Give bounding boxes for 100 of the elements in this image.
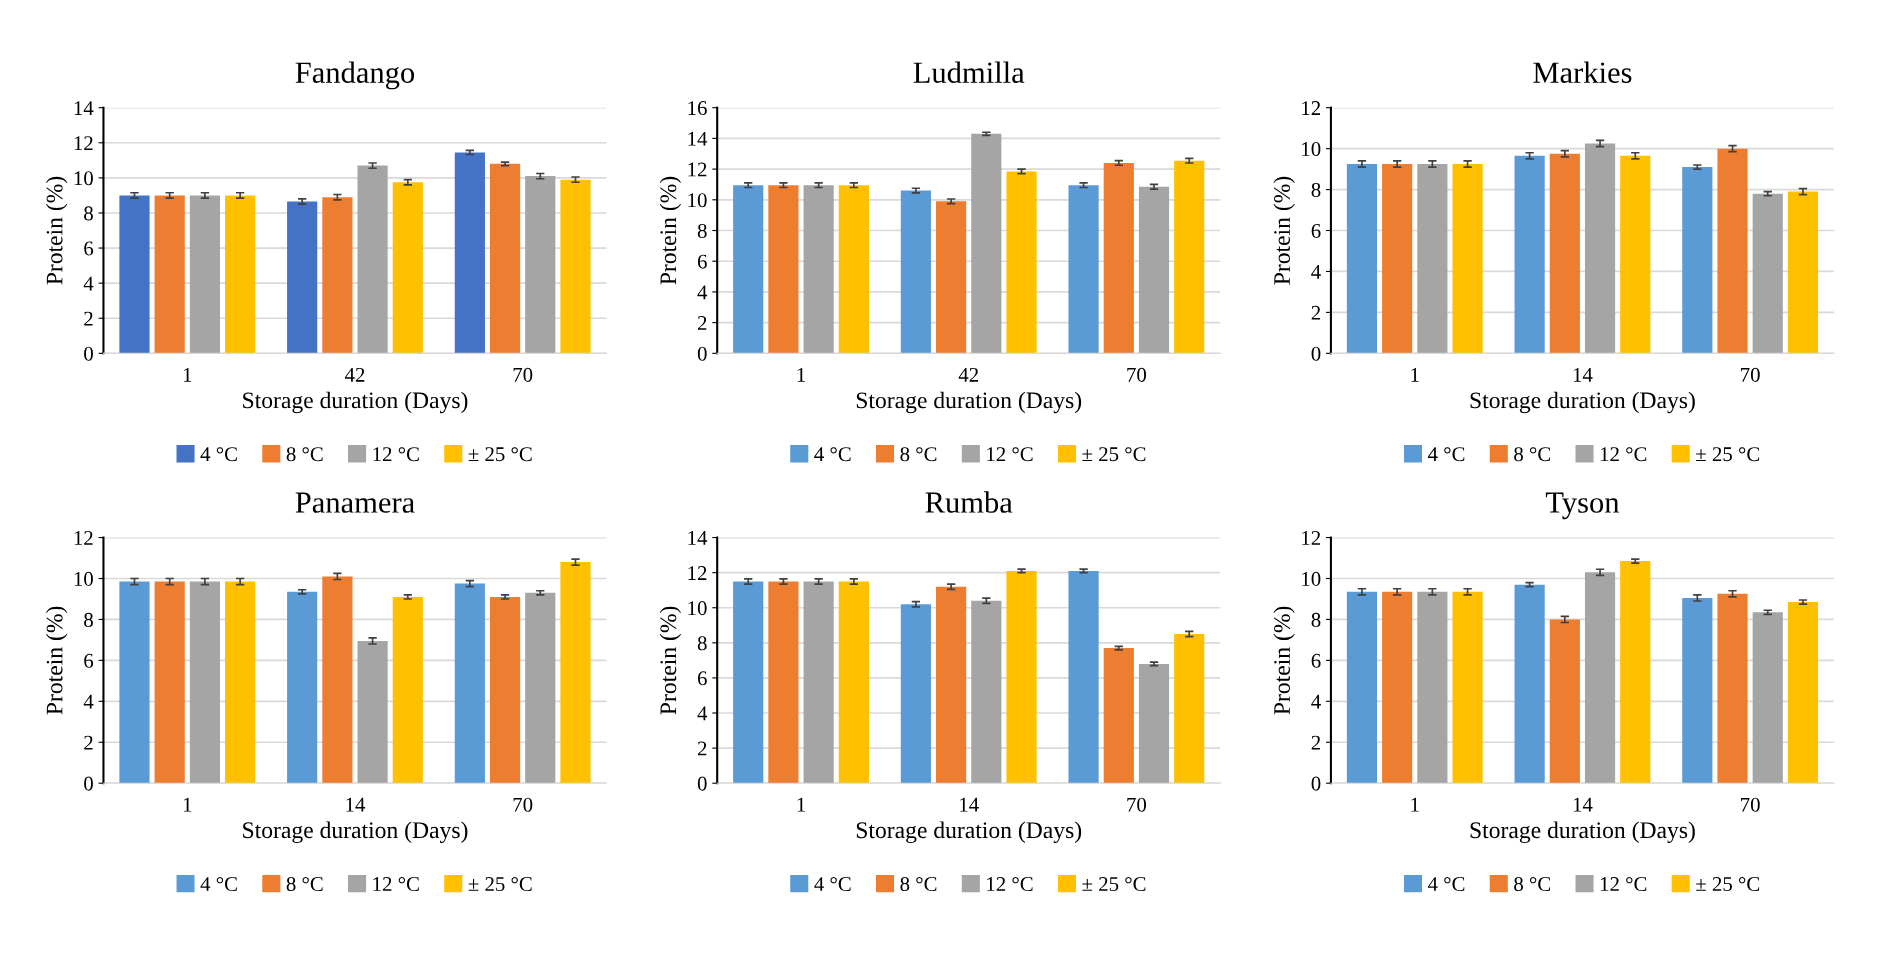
bar [768,581,799,784]
bar [1752,612,1783,784]
legend-label: 12 °C [373,877,419,892]
bar [119,581,150,784]
x-axis-title: Storage duration (Days) [856,391,1082,414]
legend-label: 8 °C [900,447,937,462]
legend-label: 12 °C [1600,447,1647,462]
bar [1452,163,1483,354]
x-tick-label: 1 [1411,367,1419,382]
bar [803,185,834,354]
x-tick-label: 14 [960,797,979,812]
y-tick-label: 10 [1302,571,1321,586]
y-axis-title: Protein (%) [1273,176,1295,285]
legend-label: 8 °C [900,877,937,892]
bar [768,185,799,354]
chart-title: Markies [1533,61,1632,83]
bar [525,176,556,354]
x-tick-label: 70 [1127,367,1147,382]
legend-label: 4 °C [814,877,851,892]
legend-label: 12 °C [987,447,1033,462]
bar [1620,561,1651,784]
x-axis-title: Storage duration (Days) [1470,391,1695,414]
y-tick-label: 10 [688,193,707,208]
y-tick-label: 6 [84,653,94,668]
y-tick-label: 0 [84,346,93,361]
y-tick-label: 2 [84,311,93,326]
y-tick-label: 6 [84,241,94,256]
bar [1717,148,1748,354]
legend-label: 8 °C [286,877,323,892]
legend-label: 4 °C [814,447,851,462]
y-tick-label: 12 [688,162,707,177]
bar [489,163,521,354]
y-axis-title: Protein (%) [659,606,682,715]
y-tick-label: 14 [74,101,94,115]
y-tick-label: 8 [84,206,93,221]
y-tick-label: 4 [1311,264,1321,279]
bar [838,581,869,784]
legend-label: 4 °C [1427,877,1465,892]
legend-label: 4 °C [200,877,237,892]
legend-label: ± 25 °C [1082,447,1146,462]
x-tick-label: 1 [1411,797,1419,812]
legend-label: ± 25 °C [1696,877,1760,892]
bar [1417,591,1448,784]
y-tick-label: 2 [697,741,707,756]
bar [1417,163,1448,354]
y-tick-label: 14 [688,531,708,545]
bar [733,185,764,354]
bar [560,179,591,354]
legend-label: ± 25 °C [1082,877,1146,892]
x-tick-label: 70 [513,367,533,382]
y-tick-label: 6 [1311,653,1321,668]
bar [900,604,931,784]
legend-label: 12 °C [373,447,419,462]
y-tick-label: 8 [697,223,707,238]
y-tick-label: 12 [74,136,93,151]
bar [225,195,256,354]
bar [1549,153,1580,354]
x-tick-label: 14 [1573,797,1593,812]
bar [119,195,150,354]
legend-label: 12 °C [1600,877,1647,892]
x-axis-title: Storage duration (Days) [243,821,468,844]
x-tick-label: 70 [513,797,533,812]
x-axis-title: Storage duration (Days) [243,391,468,414]
bar [936,586,967,784]
bar [1787,602,1819,784]
bar [803,581,834,784]
bar [287,591,318,784]
y-tick-label: 0 [697,346,707,361]
y-tick-label: 12 [74,530,93,545]
y-tick-label: 8 [84,612,93,627]
bar [1103,648,1134,784]
bar [392,182,423,354]
chart-title: Fandango [295,61,415,90]
bar [1346,163,1378,354]
legend-label: ± 25 °C [468,877,532,892]
bar [1682,167,1713,354]
legend-label: 4 °C [1427,447,1465,462]
x-tick-label: 42 [958,367,978,382]
y-tick-label: 2 [1311,305,1321,320]
y-axis-title: Protein (%) [659,176,682,285]
y-tick-label: 4 [83,694,94,709]
bar [900,190,931,354]
bar [154,581,185,784]
bar [287,201,318,354]
y-tick-label: 4 [697,706,708,721]
bar [1068,570,1099,784]
bar [1452,591,1483,784]
y-tick-label: 10 [74,571,93,586]
bar [489,596,521,784]
x-tick-label: 14 [346,797,366,812]
y-tick-label: 14 [688,131,708,146]
x-axis-title: Storage duration (Days) [856,821,1082,844]
y-axis-title: Protein (%) [45,176,68,285]
bar [357,165,388,354]
bar [189,581,220,784]
bar [1006,171,1037,354]
bar [1620,155,1651,354]
bar [971,600,1002,784]
y-tick-label: 0 [697,776,707,791]
legend-label: 8 °C [1514,447,1551,462]
